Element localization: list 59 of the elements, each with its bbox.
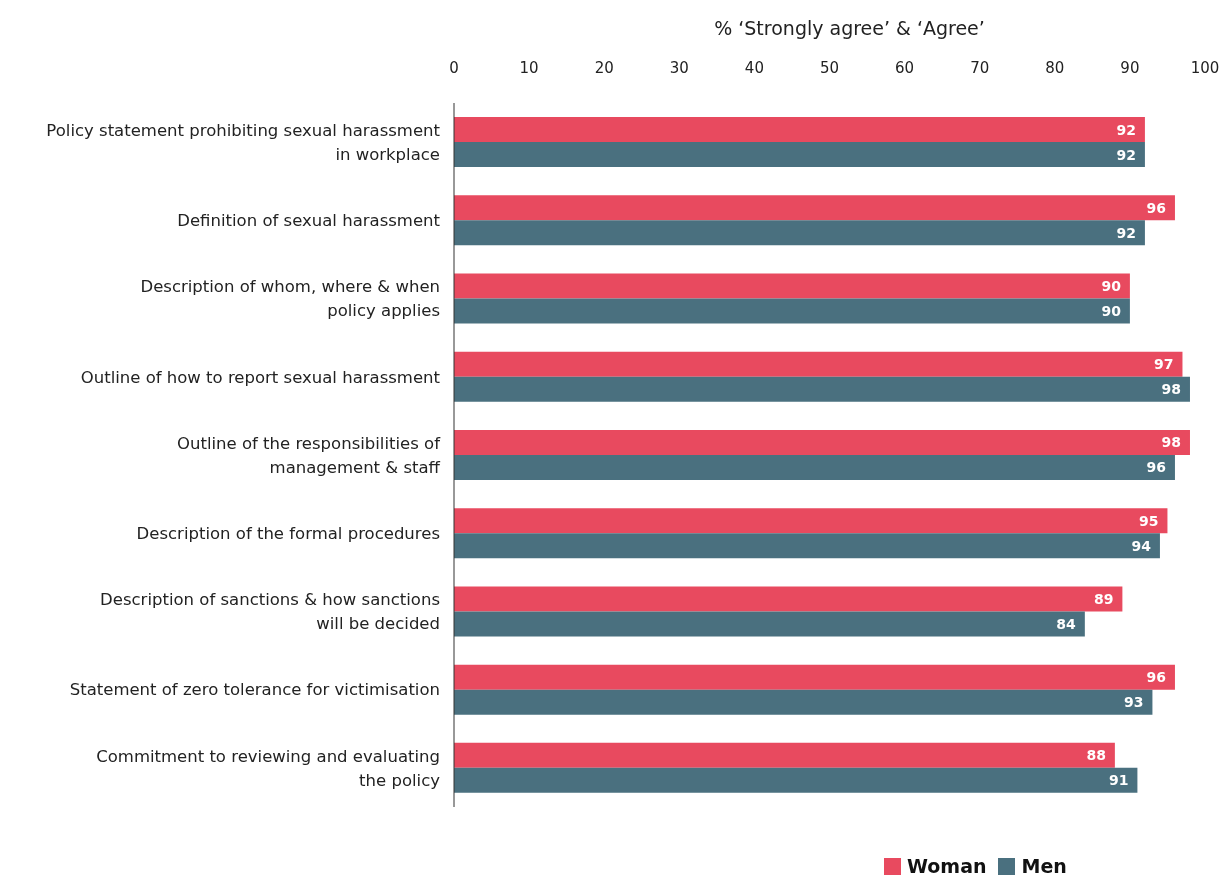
bar: [454, 195, 1175, 221]
x-tick-label: 20: [594, 59, 614, 77]
data-label: 95: [1138, 512, 1159, 529]
data-label: 89: [1093, 590, 1114, 607]
bar: [454, 298, 1130, 324]
bar: [454, 454, 1175, 480]
x-tick-label: 0: [449, 59, 459, 77]
x-tick-label: 30: [669, 59, 689, 77]
x-tick-label: 70: [970, 59, 990, 77]
data-label: 98: [1161, 434, 1181, 451]
x-tick-label: 90: [1120, 59, 1140, 77]
y-tick-label: Outline of how to report sexual harassment: [80, 367, 441, 387]
y-tick-label: Description of sanctions & how sanctions will be decided: [100, 590, 440, 634]
x-tick-label: 40: [744, 59, 764, 77]
x-tick-label: 10: [519, 59, 539, 77]
bar: [454, 142, 1145, 168]
data-label: 94: [1131, 537, 1152, 554]
bar: [454, 533, 1160, 559]
data-label: 92: [1116, 121, 1136, 138]
data-label: 91: [1108, 772, 1129, 789]
data-label: 92: [1116, 146, 1136, 163]
data-label: 84: [1056, 615, 1077, 632]
y-tick-label: Description of whom, where & when policy applies: [140, 277, 440, 321]
data-label: 93: [1123, 694, 1144, 711]
legend-label: Woman: [906, 855, 987, 877]
y-tick-label: Policy statement prohibiting sexual harassment in workplace: [46, 120, 441, 164]
data-label: 96: [1146, 459, 1166, 476]
x-tick-label: 50: [819, 59, 840, 77]
data-label: 88: [1086, 747, 1106, 764]
y-tick-label: Definition of sexual harassment: [177, 211, 441, 231]
legend-label: Men: [1020, 855, 1067, 877]
y-tick-label: Statement of zero tolerance for victimisation: [69, 680, 440, 700]
x-tick-label: 80: [1045, 59, 1065, 77]
data-label: 90: [1101, 302, 1122, 319]
bar: [454, 767, 1138, 793]
bar: [454, 351, 1183, 377]
y-tick-label: Commitment to reviewing and evaluating the policy: [96, 746, 441, 790]
bar: [454, 742, 1115, 768]
data-label: 96: [1146, 669, 1166, 686]
y-tick-label: Description of the formal procedures: [136, 524, 440, 543]
bar: [454, 429, 1190, 455]
bar: [454, 508, 1168, 534]
bar: [454, 586, 1123, 612]
bar: [454, 273, 1130, 299]
data-label: 98: [1161, 381, 1181, 398]
bar: [454, 689, 1153, 715]
bar: [454, 611, 1085, 637]
bar: [454, 664, 1175, 690]
x-tick-label: 60: [895, 59, 915, 77]
x-tick-label: 100: [1190, 59, 1220, 77]
bar: [454, 376, 1190, 402]
y-tick-label: Outline of the responsibilities of management & staff: [177, 433, 442, 477]
data-label: 90: [1101, 277, 1122, 294]
data-label: 92: [1116, 224, 1136, 241]
bar: [454, 220, 1145, 246]
x-axis-title: % ‘Strongly agree’ & ‘Agree’: [714, 17, 985, 39]
data-label: 96: [1146, 199, 1166, 216]
data-label: 97: [1153, 356, 1174, 373]
bar: [454, 117, 1145, 143]
